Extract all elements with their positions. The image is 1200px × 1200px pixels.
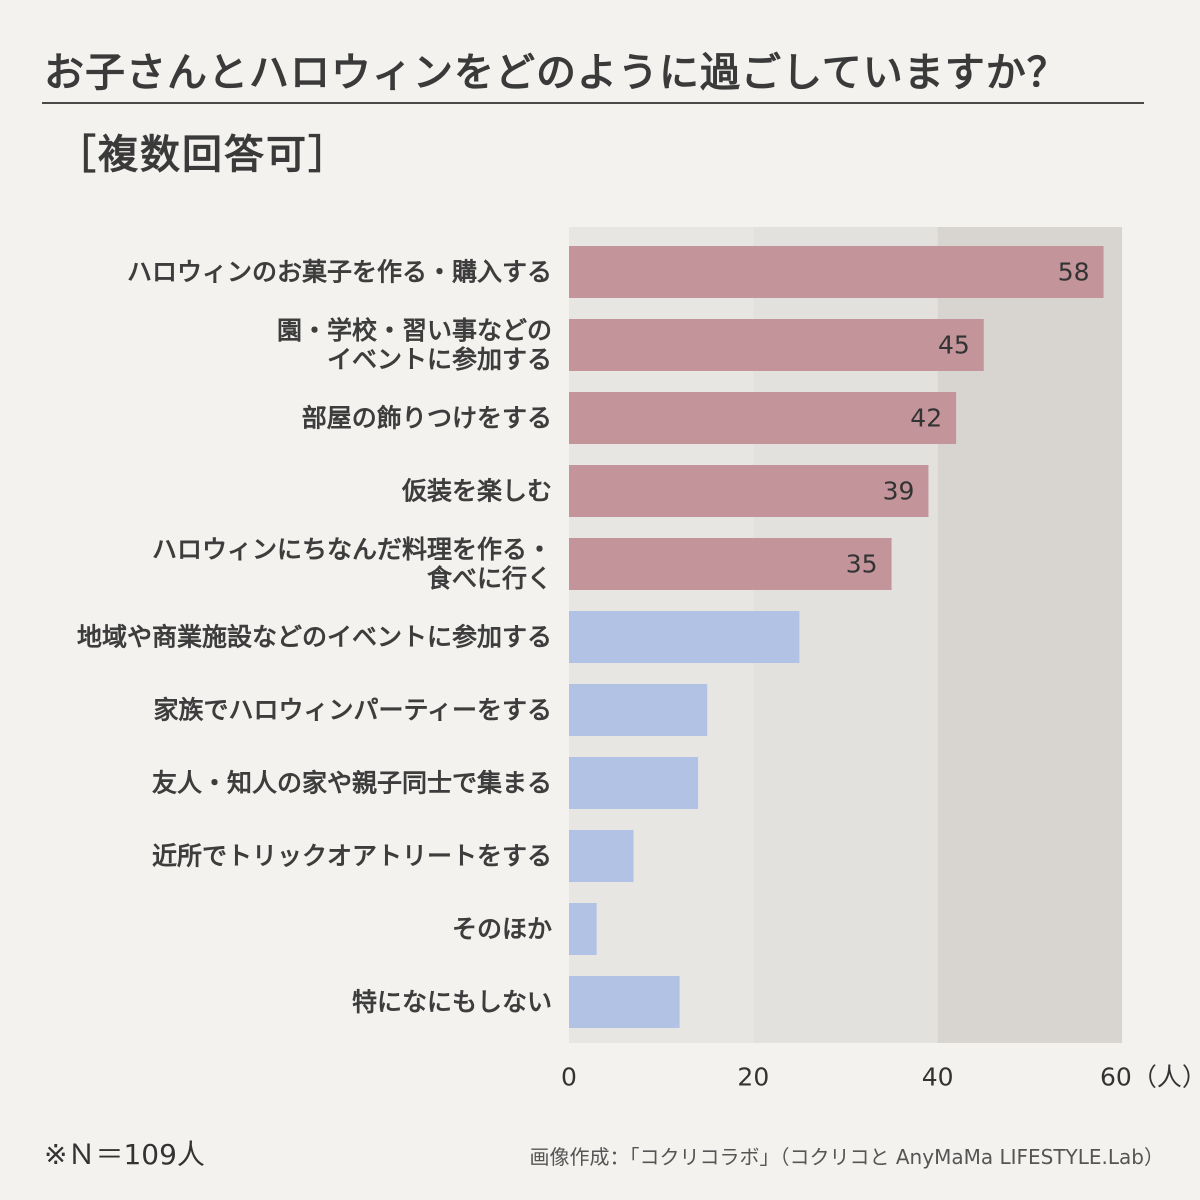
bar-5 — [569, 538, 892, 590]
bar-8 — [569, 757, 699, 809]
bar-4 — [569, 465, 929, 517]
category-label-4: 仮装を楽しむ — [401, 477, 552, 506]
bar-1 — [569, 246, 1104, 298]
x-tick-label-3: 40 — [922, 1063, 954, 1092]
chart-title: お子さんとハロウィンをどのように過ごしていますか？ — [44, 50, 1068, 96]
value-label-5: 35 — [846, 550, 878, 579]
category-label-2: 園・学校・習い事などの — [277, 316, 552, 345]
value-label-1: 58 — [1058, 258, 1090, 287]
x-tick-label-2: 20 — [737, 1063, 769, 1092]
value-label-3: 42 — [910, 404, 942, 433]
bar-7 — [569, 684, 708, 736]
x-tick-label-1: 0 — [561, 1063, 577, 1092]
category-label-9: 近所でトリックオアトリートをする — [152, 842, 552, 871]
category-label-3: 部屋の飾りつけをする — [302, 404, 552, 433]
title-underline — [42, 102, 1144, 104]
bar-11 — [569, 976, 680, 1028]
category-label-11: 特になにもしない — [352, 988, 552, 1017]
category-label-8: 友人・知人の家や親子同士で集まる — [152, 769, 552, 798]
bar-3 — [569, 392, 957, 444]
category-label-6: 地域や商業施設などのイベントに参加する — [77, 623, 552, 652]
chart-subtitle: ［複数回答可］ — [56, 132, 350, 178]
category-label-10: そのほか — [452, 915, 552, 944]
value-label-4: 39 — [883, 477, 915, 506]
bar-10 — [569, 903, 597, 955]
image-credit: 画像作成：「コクリコラボ」（コクリコと AnyMaMa LIFESTYLE.La… — [529, 1145, 1164, 1169]
category-label-5: ハロウィンにちなんだ料理を作る・ — [152, 535, 552, 564]
bar-9 — [569, 830, 634, 882]
bar-2 — [569, 319, 984, 371]
sample-size-note: ※Ｎ＝109人 — [44, 1138, 205, 1171]
bar-6 — [569, 611, 800, 663]
value-label-2: 45 — [938, 331, 970, 360]
category-label-5: 食べに行く — [427, 564, 552, 593]
x-tick-label-4: 60（人） — [1100, 1063, 1200, 1092]
category-label-1: ハロウィンのお菓子を作る・購入する — [127, 258, 552, 287]
category-label-2: イベントに参加する — [327, 345, 552, 374]
category-label-7: 家族でハロウィンパーティーをする — [153, 696, 552, 725]
